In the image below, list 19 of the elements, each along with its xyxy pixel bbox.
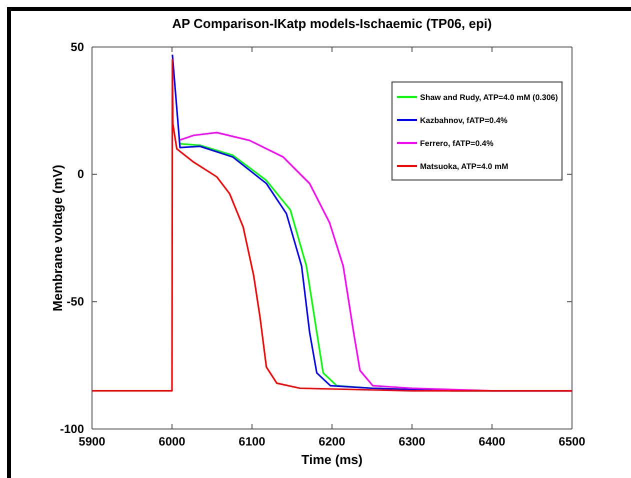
legend-label: Kazbahnov, fATP=0.4% [420,116,508,125]
line-series [91,58,573,392]
chart-title: AP Comparison-IKatp models-Ischaemic (TP06, epi) [172,16,492,31]
x-tick-label: 6000 [158,434,186,449]
legend-label: Matsuoka, ATP=4.0 mM [420,162,509,171]
x-tick-label: 6300 [398,434,426,449]
x-tick-label: 6200 [318,434,346,449]
legend-label: Shaw and Rudy, ATP=4.0 mM (0.306) [420,93,558,102]
x-tick-label: 6500 [558,434,586,449]
x-tick-label: 6400 [478,434,506,449]
x-tick-label: 5900 [78,434,106,449]
y-tick-label: -100 [60,422,84,436]
legend-label: Ferrero, fATP=0.4% [420,139,494,148]
y-tick-label: 0 [77,167,84,182]
x-tick-label: 6100 [238,434,266,449]
y-tick-label: 50 [70,40,84,54]
x-axis-title: Time (ms) [301,452,363,467]
y-tick-label: -50 [66,294,84,309]
y-axis-title: Membrane voltage (mV) [50,164,65,312]
